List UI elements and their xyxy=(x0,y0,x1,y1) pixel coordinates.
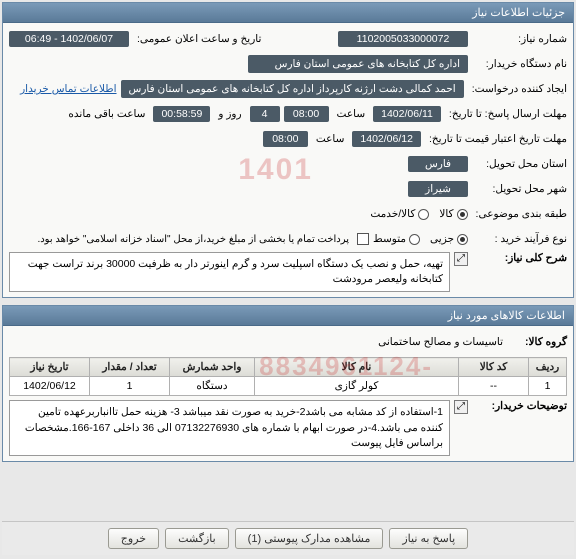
cell-date: 1402/06/12 xyxy=(10,377,90,396)
col-code: کد کالا xyxy=(459,358,529,377)
panel2-title: اطلاعات کالاهای مورد نیاز xyxy=(3,306,573,326)
validity-label: مهلت تاریخ اعتبار قیمت تا تاریخ: xyxy=(425,133,567,145)
radio-medium-label: متوسط xyxy=(373,233,406,245)
days-value: 4 xyxy=(250,106,280,122)
goods-table: ردیف کد کالا نام کالا واحد شمارش تعداد /… xyxy=(9,357,567,396)
time-label-2: ساعت xyxy=(312,133,349,145)
city-label: شهر محل تحویل: xyxy=(472,183,567,195)
col-unit: واحد شمارش xyxy=(170,358,255,377)
goods-panel: اطلاعات کالاهای مورد نیاز گروه کالا: تاس… xyxy=(2,305,574,462)
remain-label: ساعت باقی مانده xyxy=(64,108,149,120)
contact-link[interactable]: اطلاعات تماس خریدار xyxy=(20,83,116,95)
creator-value: احمد کمالی دشت ارژنه کارپرداز اداره کل ک… xyxy=(121,80,464,98)
payment-checkbox[interactable] xyxy=(357,233,369,245)
buyer-notes-label: توضیحات خریدار: xyxy=(472,400,567,412)
radio-dot-off-icon xyxy=(418,209,429,220)
radio-partial-label: جزیی xyxy=(430,233,454,245)
footer-bar: پاسخ به نیاز مشاهده مدارک پیوستی (1) باز… xyxy=(2,521,574,555)
req-no-label: شماره نیاز: xyxy=(472,33,567,45)
buyer-value: اداره کل کتابخانه های عمومی استان فارس xyxy=(248,55,468,73)
exit-button[interactable]: خروج xyxy=(108,528,159,549)
table-row[interactable]: 1 -- کولر گازی دستگاه 1 1402/06/12 xyxy=(10,377,567,396)
col-name: نام کالا xyxy=(255,358,459,377)
col-date: تاریخ نیاز xyxy=(10,358,90,377)
deadline-time: 08:00 xyxy=(284,106,329,122)
group-label: گروه کالا: xyxy=(507,336,567,348)
process-label: نوع فرآیند خرید : xyxy=(472,233,567,245)
creator-label: ایجاد کننده درخواست: xyxy=(468,83,567,95)
radio-dot-on-icon-2 xyxy=(457,234,468,245)
back-button[interactable]: بازگشت xyxy=(165,528,229,549)
expand-icon-2[interactable]: ⤢ xyxy=(454,400,468,414)
cell-name: کولر گازی xyxy=(255,377,459,396)
details-panel: جزئیات اطلاعات نیاز شماره نیاز: 11020050… xyxy=(2,2,574,298)
respond-button[interactable]: پاسخ به نیاز xyxy=(389,528,468,549)
group-value: تاسیسات و مصالح ساختمانی xyxy=(378,336,503,348)
cell-code: -- xyxy=(459,377,529,396)
table-header-row: ردیف کد کالا نام کالا واحد شمارش تعداد /… xyxy=(10,358,567,377)
col-row: ردیف xyxy=(529,358,567,377)
panel1-title: جزئیات اطلاعات نیاز xyxy=(3,3,573,23)
announce-value: 1402/06/07 - 06:49 xyxy=(9,31,129,47)
req-no-value: 1102005033000072 xyxy=(338,31,468,47)
announce-label: تاریخ و ساعت اعلان عمومی: xyxy=(133,33,265,45)
radio-medium[interactable]: متوسط xyxy=(373,233,420,245)
radio-partial[interactable]: جزیی xyxy=(430,233,468,245)
time-label-1: ساعت xyxy=(333,108,370,120)
cell-unit: دستگاه xyxy=(170,377,255,396)
deadline-label: مهلت ارسال پاسخ: تا تاریخ: xyxy=(445,108,567,120)
radio-goods-label: کالا xyxy=(439,208,453,220)
city-value: شیراز xyxy=(408,181,468,197)
category-radio-group: کالا کالا/خدمت xyxy=(370,208,467,220)
radio-dot-on-icon xyxy=(457,209,468,220)
buyer-notes-text: 1-استفاده از کد مشابه می باشد2-خرید به ص… xyxy=(9,400,450,456)
process-radio-group: جزیی متوسط xyxy=(373,233,468,245)
radio-goods[interactable]: کالا xyxy=(439,208,467,220)
category-label: طبقه بندی موضوعی: xyxy=(472,208,567,220)
radio-service-label: کالا/خدمت xyxy=(370,208,415,220)
validity-time: 08:00 xyxy=(263,131,308,147)
remain-time: 00:58:59 xyxy=(153,106,210,122)
days-label: روز و xyxy=(214,108,245,120)
deadline-date: 1402/06/11 xyxy=(373,106,441,122)
validity-date: 1402/06/12 xyxy=(352,131,421,147)
desc-text: تهیه، حمل و نصب یک دستگاه اسپلیت سرد و گ… xyxy=(9,252,450,292)
col-qty: تعداد / مقدار xyxy=(90,358,170,377)
buyer-label: نام دستگاه خریدار: xyxy=(472,58,567,70)
province-value: فارس xyxy=(408,156,468,172)
cell-qty: 1 xyxy=(90,377,170,396)
attachments-button[interactable]: مشاهده مدارک پیوستی (1) xyxy=(235,528,384,549)
radio-service[interactable]: کالا/خدمت xyxy=(370,208,429,220)
cell-idx: 1 xyxy=(529,377,567,396)
province-label: استان محل تحویل: xyxy=(472,158,567,170)
payment-note: پرداخت تمام یا بخشی از مبلغ خرید،از محل … xyxy=(33,234,353,245)
expand-icon[interactable]: ⤢ xyxy=(454,252,468,266)
desc-label: شرح کلی نیاز: xyxy=(472,252,567,264)
radio-dot-off-icon-2 xyxy=(409,234,420,245)
